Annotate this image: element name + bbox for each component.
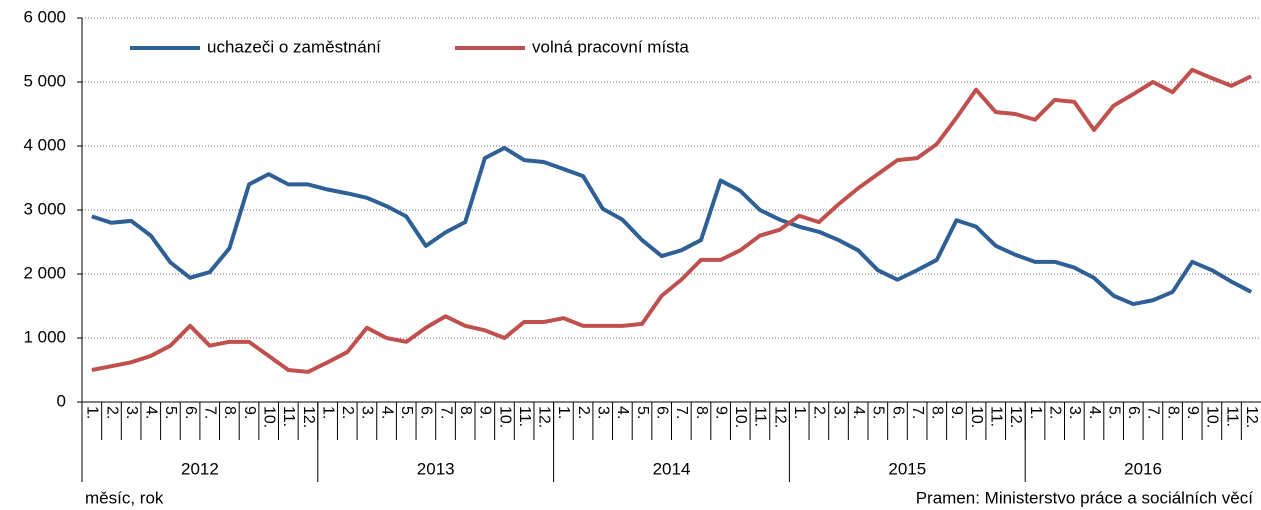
legend-label: volná pracovní místa xyxy=(532,37,689,56)
x-tick-label: 12. xyxy=(771,406,788,428)
y-tick-label: 5 000 xyxy=(23,71,66,90)
year-label: 2016 xyxy=(1124,459,1162,478)
x-tick-label: 4. xyxy=(614,406,631,419)
series-line xyxy=(91,145,1253,307)
x-tick-label: 9. xyxy=(712,406,729,419)
x-tick-label: 2. xyxy=(103,406,120,419)
y-tick-label: 6 000 xyxy=(23,7,66,26)
x-tick-label: 5. xyxy=(634,406,651,419)
x-tick-label: 6. xyxy=(889,406,906,419)
year-label: 2014 xyxy=(653,459,691,478)
x-tick-label: 10. xyxy=(1204,406,1221,428)
x-tick-label: 11. xyxy=(752,406,769,427)
year-label: 2012 xyxy=(181,459,219,478)
x-tick-label: 10. xyxy=(260,406,277,428)
x-tick-label: 12. xyxy=(1243,406,1260,428)
x-axis-label: měsíc, rok xyxy=(85,488,164,507)
x-tick-label: 11. xyxy=(1223,406,1240,427)
series-line xyxy=(91,67,1253,374)
x-tick-label: 8. xyxy=(693,406,710,419)
x-tick-label: 7. xyxy=(673,406,690,419)
x-tick-label: 9. xyxy=(477,406,494,419)
x-tick-label: 7. xyxy=(437,406,454,419)
x-tick-label: 9. xyxy=(948,406,965,419)
x-tick-label: 11. xyxy=(280,406,297,427)
x-tick-label: 8. xyxy=(457,406,474,419)
x-tick-label: 6. xyxy=(182,406,199,419)
x-tick-label: 1. xyxy=(319,406,336,419)
x-tick-label: 12. xyxy=(536,406,553,428)
x-tick-label: 1. xyxy=(791,406,808,419)
x-tick-label: 4. xyxy=(1086,406,1103,419)
x-tick-label: 12. xyxy=(300,406,317,428)
x-tick-label: 6. xyxy=(1125,406,1142,419)
x-tick-label: 9. xyxy=(241,406,258,419)
x-tick-label: 5. xyxy=(398,406,415,419)
x-tick-label: 3. xyxy=(123,406,140,419)
x-tick-label: 1. xyxy=(84,406,101,419)
x-tick-label: 8. xyxy=(1164,406,1181,419)
x-tick-label: 2. xyxy=(339,406,356,419)
x-tick-label: 5. xyxy=(870,406,887,419)
x-tick-label: 10. xyxy=(968,406,985,428)
legend-label: uchazeči o zaměstnání xyxy=(207,37,381,56)
x-tick-label: 6. xyxy=(418,406,435,419)
x-tick-label: 3. xyxy=(830,406,847,419)
x-tick-label: 1. xyxy=(1027,406,1044,419)
y-tick-label: 1 000 xyxy=(23,327,66,346)
x-tick-label: 4. xyxy=(143,406,160,419)
x-tick-label: 7. xyxy=(909,406,926,419)
y-tick-label: 0 xyxy=(57,391,66,410)
x-tick-label: 6. xyxy=(653,406,670,419)
x-tick-label: 4. xyxy=(850,406,867,419)
x-tick-label: 8. xyxy=(221,406,238,419)
y-tick-label: 3 000 xyxy=(23,199,66,218)
x-tick-label: 3. xyxy=(1066,406,1083,419)
source-note: Pramen: Ministerstvo práce a sociálních … xyxy=(916,488,1254,507)
x-tick-label: 9. xyxy=(1184,406,1201,419)
x-tick-label: 8. xyxy=(929,406,946,419)
x-tick-label: 3. xyxy=(594,406,611,419)
x-tick-label: 3. xyxy=(359,406,376,419)
y-tick-label: 2 000 xyxy=(23,263,66,282)
x-tick-label: 2. xyxy=(575,406,592,419)
y-tick-label: 4 000 xyxy=(23,135,66,154)
x-tick-label: 2. xyxy=(1046,406,1063,419)
year-label: 2015 xyxy=(888,459,926,478)
x-tick-label: 1. xyxy=(555,406,572,419)
x-tick-label: 2. xyxy=(811,406,828,419)
x-tick-label: 4. xyxy=(378,406,395,419)
x-tick-label: 11. xyxy=(987,406,1004,427)
x-tick-label: 7. xyxy=(201,406,218,419)
x-tick-label: 11. xyxy=(516,406,533,427)
year-label: 2013 xyxy=(417,459,455,478)
x-tick-label: 10. xyxy=(496,406,513,428)
x-tick-label: 12. xyxy=(1007,406,1024,428)
x-tick-label: 10. xyxy=(732,406,749,428)
x-tick-label: 5. xyxy=(1105,406,1122,419)
x-tick-label: 5. xyxy=(162,406,179,419)
x-tick-label: 7. xyxy=(1145,406,1162,419)
